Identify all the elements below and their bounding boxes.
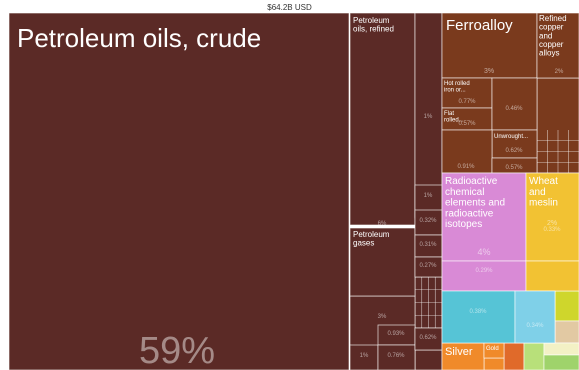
tile-share-label: 0.57% (458, 121, 476, 127)
tile-share-label: 1% (424, 193, 433, 199)
tile-name-label: Refined copper and copper alloys (539, 14, 567, 58)
tile-share-label: 0.93% (387, 331, 405, 337)
tile-share-label: 2% (555, 69, 564, 75)
tile-name-label: Gold (486, 346, 499, 352)
treemap-tile (349, 12, 416, 226)
tile-share-label: 6% (378, 221, 387, 227)
treemap-tile (441, 77, 493, 109)
tile-share-label: 0.76% (387, 353, 405, 359)
filler-tile (414, 349, 443, 370)
treemap-tile (8, 12, 350, 370)
treemap-tile (491, 77, 538, 131)
treemap-tile (525, 260, 579, 292)
treemap-tile (441, 172, 527, 262)
filler-tile (543, 342, 579, 356)
tile-name-label: Silver (445, 346, 473, 358)
tile-share-label: 0.62% (419, 335, 437, 341)
treemap-tile (414, 12, 443, 219)
treemap-tile (491, 129, 538, 159)
tile-share-label: 0.38% (469, 309, 487, 315)
filler-tile (543, 354, 579, 370)
tile-share-label: 1% (424, 114, 433, 120)
treemap-tile (514, 290, 556, 344)
tile-share-label: 1% (360, 353, 369, 359)
treemap-tile (441, 129, 493, 174)
treemap-tile (441, 12, 538, 79)
tile-name-label: Flat rolled... (444, 111, 464, 123)
tile-name-label: Radioactive chemical elements and radioacti… (445, 176, 505, 230)
tile-name-label: Wheat and meslin (529, 176, 558, 209)
tile-share-label: 0.31% (419, 242, 437, 248)
tile-share-label: 59% (139, 330, 215, 370)
tile-share-label: 0.34% (526, 323, 544, 329)
tile-share-label: 2% (547, 220, 557, 227)
total-label: $64.2B USD (267, 3, 312, 12)
tile-share-label: 0.29% (475, 268, 493, 274)
tile-share-label: 0.33% (543, 227, 561, 233)
tile-share-label: 0.91% (457, 164, 475, 170)
treemap-tile (525, 172, 579, 262)
tile-share-label: 0.57% (505, 165, 523, 171)
tile-share-label: 0.27% (419, 263, 437, 269)
tile-name-label: Hot rolled iron or... (444, 81, 470, 93)
filler-tile (554, 290, 579, 322)
filler-tile (503, 342, 525, 370)
tile-share-label: 4% (477, 247, 490, 257)
treemap-tile (349, 227, 416, 297)
treemap-tile (441, 260, 527, 292)
treemap-tile (441, 290, 516, 344)
tile-share-label: 3% (484, 68, 494, 75)
tile-name-label: Petroleum oils, crude (17, 23, 261, 53)
tile-share-label: 0.62% (505, 148, 523, 154)
treemap-tile (414, 209, 443, 236)
tile-share-label: 0.77% (458, 99, 476, 105)
treemap-tile (377, 344, 416, 370)
tile-share-label: 3% (378, 314, 387, 320)
tile-name-label: Petroleum gases (353, 230, 390, 248)
filler-tile (554, 320, 579, 344)
filler-tile (523, 342, 545, 370)
tile-name-label: Unwrought... (494, 134, 528, 140)
filler-tile (483, 357, 505, 370)
tile-share-label: 0.32% (419, 218, 437, 224)
tile-share-label: 0.46% (505, 106, 523, 112)
treemap-tile (536, 12, 579, 79)
tile-name-label: Ferroalloy (446, 17, 513, 34)
tile-name-label: Petroleum oils, refined (353, 16, 394, 34)
